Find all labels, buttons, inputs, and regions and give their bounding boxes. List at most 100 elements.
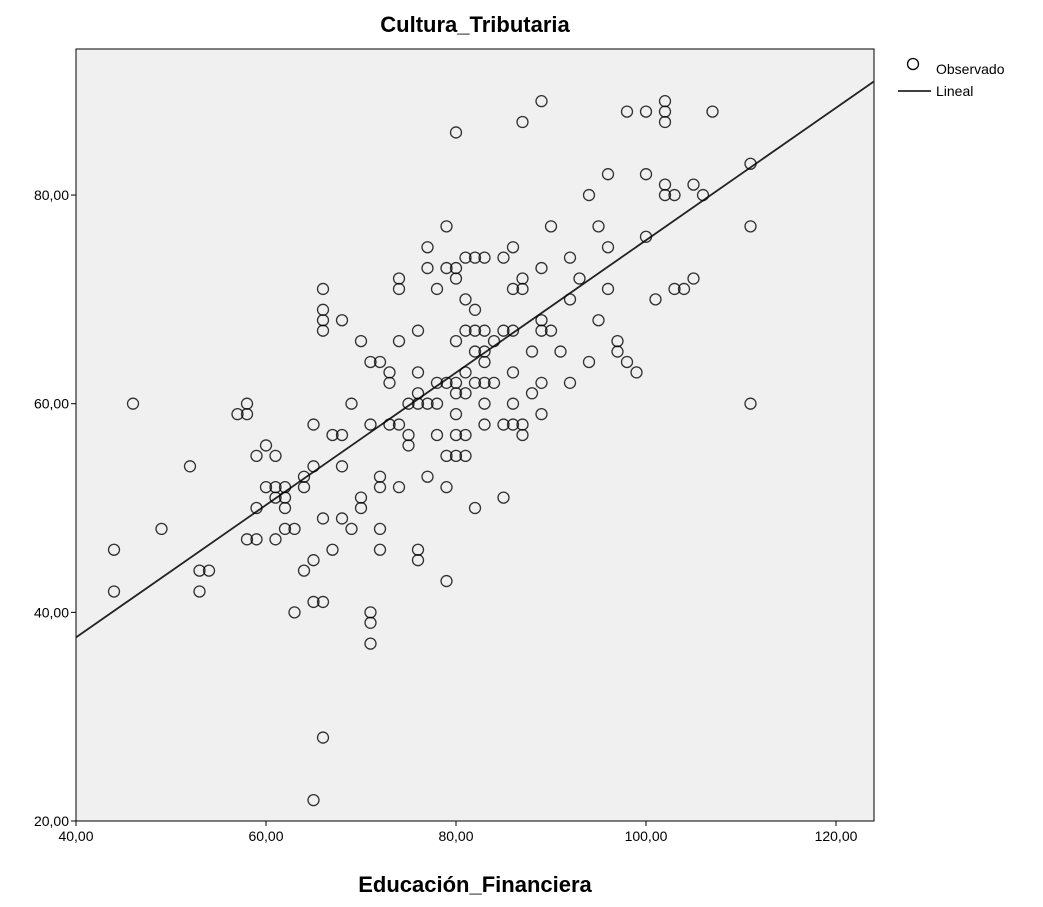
data-point bbox=[193, 585, 206, 598]
data-point bbox=[316, 731, 330, 744]
y-tick-label: 60,00 bbox=[34, 396, 69, 412]
data-point bbox=[193, 564, 206, 577]
data-point bbox=[468, 376, 482, 389]
data-point bbox=[459, 428, 472, 442]
x-axis-label: Educación_Financiera bbox=[358, 872, 592, 897]
data-point bbox=[392, 481, 406, 494]
data-point bbox=[687, 272, 700, 285]
data-point bbox=[668, 188, 681, 202]
data-point bbox=[573, 272, 586, 285]
data-point bbox=[392, 282, 406, 296]
data-point bbox=[611, 345, 624, 358]
data-point bbox=[107, 543, 121, 556]
data-point bbox=[449, 272, 463, 285]
data-point bbox=[459, 449, 472, 463]
data-point bbox=[354, 334, 368, 348]
data-point bbox=[506, 418, 520, 431]
data-point bbox=[706, 105, 719, 118]
data-point bbox=[468, 324, 482, 337]
x-axis: 40,00 60,00 80,00 100,00 120,00 bbox=[58, 821, 858, 844]
data-point bbox=[506, 241, 520, 254]
data-point bbox=[497, 251, 510, 264]
data-point bbox=[335, 512, 349, 525]
data-point bbox=[430, 428, 444, 442]
data-point bbox=[392, 334, 406, 348]
data-point bbox=[430, 282, 444, 296]
data-point bbox=[535, 261, 548, 275]
data-point bbox=[601, 282, 615, 296]
data-point bbox=[497, 418, 510, 431]
data-point bbox=[316, 282, 330, 296]
data-point bbox=[516, 115, 529, 129]
data-point bbox=[411, 397, 425, 410]
x-tick-label: 40,00 bbox=[58, 828, 93, 844]
data-point bbox=[459, 293, 472, 306]
data-point bbox=[307, 460, 320, 473]
data-point bbox=[364, 355, 377, 369]
data-point bbox=[316, 512, 330, 525]
data-point bbox=[126, 397, 140, 410]
data-point bbox=[478, 251, 491, 264]
data-point bbox=[468, 251, 482, 264]
data-point bbox=[563, 376, 577, 389]
data-point bbox=[402, 439, 415, 452]
data-point bbox=[658, 115, 672, 129]
data-point bbox=[658, 188, 672, 202]
data-point bbox=[278, 522, 292, 536]
data-point bbox=[449, 428, 463, 442]
data-point bbox=[525, 387, 539, 400]
data-point bbox=[307, 595, 320, 609]
data-point bbox=[744, 397, 757, 410]
data-point bbox=[240, 533, 254, 546]
data-point bbox=[440, 574, 453, 588]
data-point bbox=[649, 293, 662, 306]
data-point bbox=[307, 793, 320, 807]
data-point bbox=[411, 324, 425, 337]
data-point bbox=[364, 637, 377, 650]
x-tick-label: 100,00 bbox=[625, 828, 668, 844]
data-point bbox=[421, 397, 434, 410]
x-tick-label: 120,00 bbox=[815, 828, 858, 844]
data-point bbox=[459, 324, 472, 337]
data-point bbox=[269, 449, 282, 463]
data-point bbox=[345, 522, 358, 536]
data-point bbox=[335, 460, 349, 473]
data-point bbox=[269, 491, 282, 504]
data-point bbox=[449, 126, 463, 139]
legend: Observado Lineal bbox=[898, 57, 1005, 99]
data-point bbox=[411, 554, 425, 567]
data-point bbox=[449, 334, 463, 348]
data-point bbox=[744, 220, 757, 233]
plot-area bbox=[75, 48, 875, 822]
data-point bbox=[250, 449, 263, 463]
data-point bbox=[468, 345, 482, 358]
data-point bbox=[183, 460, 197, 473]
legend-label-observado: Observado bbox=[936, 61, 1005, 77]
x-tick-label: 60,00 bbox=[248, 828, 283, 844]
data-point bbox=[459, 251, 472, 264]
data-point bbox=[421, 241, 434, 254]
data-point bbox=[250, 501, 263, 515]
data-point bbox=[639, 168, 653, 181]
data-point bbox=[269, 533, 282, 546]
data-point bbox=[620, 355, 634, 369]
data-point bbox=[506, 324, 520, 337]
fit-line-layer bbox=[75, 80, 875, 639]
data-point bbox=[326, 428, 339, 442]
data-point bbox=[544, 324, 558, 337]
data-point bbox=[525, 345, 539, 358]
data-point bbox=[411, 366, 425, 379]
legend-label-lineal: Lineal bbox=[936, 83, 973, 99]
data-point bbox=[639, 230, 653, 243]
data-point bbox=[535, 407, 548, 421]
data-point bbox=[497, 324, 510, 337]
data-point bbox=[373, 522, 387, 536]
data-point bbox=[516, 428, 529, 442]
data-point bbox=[354, 501, 368, 515]
fit-line bbox=[75, 80, 875, 639]
data-point bbox=[297, 564, 311, 577]
data-point bbox=[506, 282, 520, 296]
data-point bbox=[459, 387, 472, 400]
data-point bbox=[307, 554, 320, 567]
data-point bbox=[155, 522, 168, 536]
